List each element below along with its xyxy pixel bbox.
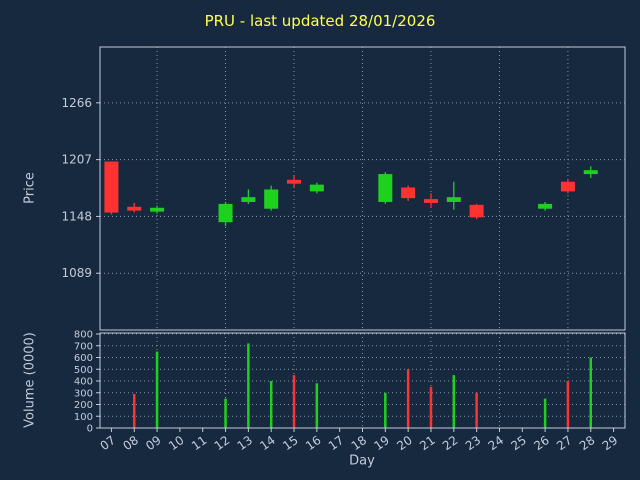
day-tick-label: 09 — [143, 433, 164, 453]
candle-body — [560, 181, 575, 192]
volume-bar — [543, 398, 547, 428]
candle-body — [264, 189, 279, 209]
price-panel-frame — [99, 46, 626, 331]
price-tick-label: 1089 — [61, 266, 92, 280]
day-tick-label: 10 — [166, 433, 187, 453]
chart-title: PRU - last updated 28/01/2026 — [204, 12, 436, 30]
day-tick-label: 29 — [600, 433, 621, 453]
volume-tick-label: 100 — [74, 412, 93, 423]
volume-bar — [452, 375, 456, 428]
volume-bar — [132, 393, 136, 428]
candle-body — [287, 179, 302, 184]
day-tick-label: 11 — [189, 433, 210, 453]
day-tick-label: 14 — [257, 433, 278, 453]
volume-tick-label: 500 — [74, 365, 93, 376]
day-tick-label: 18 — [349, 433, 370, 453]
volume-tick-label: 300 — [74, 388, 93, 399]
volume-bar — [269, 381, 273, 428]
candle-body — [446, 197, 461, 202]
day-tick-label: 13 — [235, 433, 256, 453]
volume-bar — [429, 386, 433, 428]
volume-tick-label: 700 — [74, 341, 93, 352]
day-axis-label: Day — [349, 453, 375, 469]
candle-body — [150, 207, 165, 212]
candle-body — [378, 174, 393, 202]
candle-body — [469, 204, 484, 218]
day-tick-label: 26 — [531, 433, 552, 453]
day-tick-label: 07 — [98, 433, 119, 453]
candle-body — [309, 184, 324, 192]
volume-tick-label: 200 — [74, 400, 93, 411]
candle-body — [538, 203, 553, 209]
day-tick-label: 25 — [508, 433, 529, 453]
volume-tick-label: 0 — [87, 424, 93, 435]
volume-bar — [384, 392, 387, 428]
day-tick-label: 20 — [394, 433, 415, 453]
candle-body — [241, 197, 256, 202]
volume-bar — [315, 383, 319, 428]
day-tick-label: 27 — [554, 433, 575, 453]
volume-bar — [566, 381, 570, 428]
volume-tick-label: 800 — [74, 330, 93, 341]
day-tick-label: 17 — [326, 433, 347, 453]
day-tick-label: 12 — [212, 433, 233, 453]
price-tick-label: 1266 — [61, 96, 92, 110]
day-tick-label: 24 — [486, 433, 507, 453]
volume-bar — [247, 343, 250, 428]
volume-bar — [589, 357, 593, 428]
candle-body — [583, 170, 598, 175]
candle-body — [218, 203, 233, 223]
volume-bar — [475, 392, 478, 428]
candle-body — [423, 199, 438, 203]
day-tick-label: 15 — [280, 433, 301, 453]
price-tick-label: 1148 — [61, 209, 92, 223]
day-tick-label: 23 — [463, 433, 484, 453]
candle-body — [127, 206, 142, 211]
candle-body — [401, 187, 416, 199]
day-tick-label: 08 — [120, 433, 141, 453]
volume-tick-label: 400 — [74, 377, 93, 388]
price-tick-label: 1207 — [61, 153, 92, 167]
day-tick-label: 22 — [440, 433, 461, 453]
day-tick-label: 28 — [577, 433, 598, 453]
volume-tick-label: 600 — [74, 353, 93, 364]
day-tick-label: 21 — [417, 433, 438, 453]
candle-body — [104, 161, 119, 213]
day-tick-label: 19 — [371, 433, 392, 453]
volume-bar — [224, 398, 227, 428]
day-tick-label: 16 — [303, 433, 324, 453]
volume-bar — [406, 369, 410, 428]
volume-bar — [292, 375, 296, 428]
volume-bar — [155, 351, 159, 428]
